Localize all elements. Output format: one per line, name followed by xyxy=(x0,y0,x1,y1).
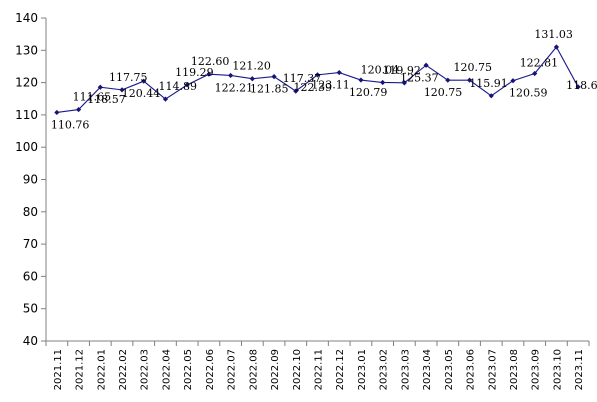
y-tick-label: 120 xyxy=(15,76,38,90)
data-point xyxy=(141,78,147,84)
y-tick-label: 50 xyxy=(23,302,38,316)
data-label: 120.75 xyxy=(454,61,493,74)
data-label: 117.75 xyxy=(109,71,147,84)
data-label: 131.03 xyxy=(534,28,573,41)
data-point-markers xyxy=(54,44,581,116)
data-label: 120.04 xyxy=(361,63,400,76)
data-label: 111.65 xyxy=(73,91,112,104)
y-tick-label: 80 xyxy=(23,205,38,219)
data-label: 122.21 xyxy=(215,81,254,94)
data-point xyxy=(510,78,516,84)
y-tick-label: 70 xyxy=(23,237,38,251)
x-tick-label: 2021.12 xyxy=(75,349,86,390)
data-label: 119.29 xyxy=(175,66,214,79)
data-point xyxy=(293,88,299,94)
data-point xyxy=(249,76,255,82)
x-tick-label: 2022.06 xyxy=(205,349,216,390)
x-tick-label: 2023.01 xyxy=(357,349,368,390)
data-point xyxy=(336,69,342,76)
data-point xyxy=(358,77,364,83)
y-tick-label: 110 xyxy=(15,108,38,122)
data-point xyxy=(575,84,581,90)
x-tick-label: 2023.06 xyxy=(466,349,477,390)
data-point xyxy=(228,72,234,79)
data-point xyxy=(314,72,321,78)
x-tick-label: 2023.11 xyxy=(574,349,585,390)
x-tick-label: 2022.08 xyxy=(248,349,259,390)
data-point xyxy=(532,70,538,77)
data-label: 119.92 xyxy=(382,64,421,77)
data-label: 120.75 xyxy=(424,86,463,99)
data-label: 122.81 xyxy=(520,57,559,70)
data-label: 118.57 xyxy=(87,93,126,106)
data-label: 121.85 xyxy=(250,83,289,96)
x-tick-label: 2022.03 xyxy=(140,349,151,390)
y-tick-label: 130 xyxy=(15,43,38,57)
data-label: 123.11 xyxy=(311,79,350,92)
data-label: 118.66 xyxy=(566,79,597,92)
data-point xyxy=(553,44,560,50)
x-tick-label: 2021.11 xyxy=(53,349,64,390)
y-axis-ticks: 40 50 60 70 80 90 100 110 120 130 140 xyxy=(15,11,46,348)
data-label: 120.79 xyxy=(349,86,388,99)
data-point xyxy=(466,77,473,83)
x-tick-label: 2023.02 xyxy=(379,349,390,390)
data-point xyxy=(380,79,386,86)
x-tick-label: 2022.07 xyxy=(227,349,238,390)
data-point xyxy=(119,87,125,93)
data-point xyxy=(206,71,212,77)
data-point xyxy=(75,106,82,113)
data-label: 122.39 xyxy=(294,81,333,94)
data-label: 122.60 xyxy=(191,55,230,68)
y-tick-label: 100 xyxy=(15,140,38,154)
x-tick-label: 2023.07 xyxy=(487,349,498,390)
data-label: 120.59 xyxy=(509,87,547,100)
data-labels: 110.76111.65118.57117.75120.44114.89119.… xyxy=(51,28,597,131)
data-label: 115.91 xyxy=(469,77,508,90)
x-tick-label: 2022.11 xyxy=(314,349,325,390)
x-tick-label: 2022.04 xyxy=(161,349,172,390)
data-label: 125.37 xyxy=(400,71,439,84)
x-tick-label: 2022.10 xyxy=(292,349,303,390)
x-tick-label: 2022.09 xyxy=(270,349,281,390)
x-tick-label: 2022.02 xyxy=(118,349,129,390)
x-tick-label: 2023.10 xyxy=(552,349,563,390)
data-label: 120.44 xyxy=(122,87,160,100)
data-point xyxy=(271,74,277,80)
data-point xyxy=(97,84,103,90)
data-point xyxy=(445,77,451,83)
data-point xyxy=(423,62,429,68)
y-tick-label: 60 xyxy=(23,269,38,283)
x-tick-label: 2023.05 xyxy=(444,349,455,390)
y-tick-label: 140 xyxy=(15,11,38,25)
data-point xyxy=(488,93,494,99)
x-tick-label: 2023.09 xyxy=(531,349,542,390)
data-point xyxy=(401,80,407,86)
data-label: 121.20 xyxy=(232,60,271,73)
data-label: 110.76 xyxy=(51,118,90,131)
x-tick-label: 2022.01 xyxy=(96,349,107,390)
x-tick-label: 2022.05 xyxy=(183,349,194,390)
x-tick-label: 2023.04 xyxy=(422,349,433,390)
data-label: 114.89 xyxy=(158,80,197,93)
data-point xyxy=(184,82,190,88)
data-label: 117.37 xyxy=(283,72,322,85)
y-tick-label: 90 xyxy=(23,173,38,187)
data-point xyxy=(54,109,60,116)
y-tick-label: 40 xyxy=(23,334,38,348)
x-tick-label: 2022.12 xyxy=(335,349,346,390)
x-tick-label: 2023.03 xyxy=(400,349,411,390)
data-point xyxy=(162,96,169,102)
x-axis-ticks: 2021.11 2021.12 2022.01 2022.02 2022.03 2022.… xyxy=(45,341,590,390)
x-tick-label: 2023.08 xyxy=(509,349,520,390)
